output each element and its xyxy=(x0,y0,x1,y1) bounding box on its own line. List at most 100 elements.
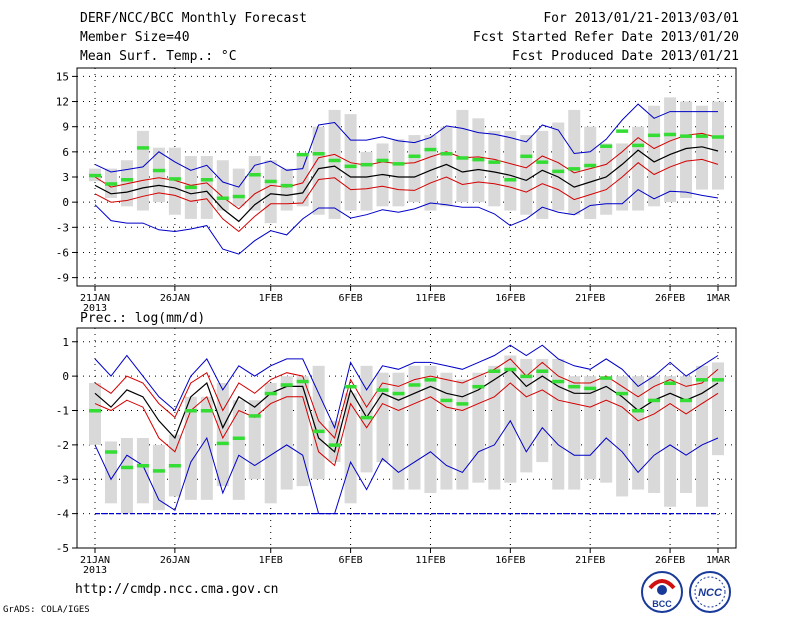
spread-box xyxy=(664,97,677,203)
median-marker xyxy=(248,172,261,177)
spread-box xyxy=(520,358,533,473)
y-tick-label: 15 xyxy=(56,70,69,83)
median-marker xyxy=(392,162,405,166)
x-tick-year-label: 2013 xyxy=(83,565,107,576)
spread-box xyxy=(392,372,405,490)
median-marker xyxy=(424,378,437,382)
spread-box xyxy=(456,109,469,203)
spread-box xyxy=(648,376,661,493)
spread-box xyxy=(712,101,724,190)
spread-box xyxy=(440,126,453,207)
spread-box xyxy=(296,376,309,487)
median-marker xyxy=(616,129,629,133)
x-tick-label: 6FEB xyxy=(339,293,363,304)
median-marker xyxy=(712,378,724,382)
median-marker xyxy=(296,152,309,157)
median-marker xyxy=(680,398,693,403)
spread-box xyxy=(104,441,117,504)
x-tick-label: 1FEB xyxy=(259,555,283,566)
source-url[interactable]: http://cmdp.ncc.cma.gov.cn xyxy=(75,582,279,597)
median-marker xyxy=(504,367,517,372)
median-marker xyxy=(200,178,213,182)
series-upper-quantile-line xyxy=(94,132,719,210)
y-tick-label: -5 xyxy=(56,542,69,555)
median-marker xyxy=(600,144,613,148)
median-marker xyxy=(328,443,341,447)
spread-box xyxy=(440,372,453,490)
spread-box xyxy=(280,168,293,211)
x-tick-label: 21JAN xyxy=(80,555,110,566)
spread-box xyxy=(120,438,133,514)
median-marker xyxy=(120,178,133,182)
spread-box xyxy=(680,101,693,198)
spread-box xyxy=(136,438,149,504)
x-tick-label: 16FEB xyxy=(495,293,525,304)
spread-box xyxy=(472,372,485,483)
x-tick-label: 21FEB xyxy=(575,555,605,566)
median-marker xyxy=(360,162,373,167)
median-marker xyxy=(168,464,181,468)
median-marker xyxy=(408,154,421,159)
spread-box xyxy=(424,365,437,493)
median-marker xyxy=(536,160,549,164)
x-tick-label: 26JAN xyxy=(160,555,190,566)
median-marker xyxy=(264,391,277,396)
x-tick-label: 11FEB xyxy=(415,555,445,566)
precip-panel-title: Prec.: log(mm/d) xyxy=(80,311,205,326)
spread-box xyxy=(488,130,501,207)
spread-box xyxy=(184,396,197,500)
spread-box xyxy=(360,151,373,211)
median-marker xyxy=(616,391,629,396)
spread-box xyxy=(312,365,325,480)
spread-box xyxy=(296,156,309,207)
median-marker xyxy=(328,158,341,163)
spread-box xyxy=(680,376,693,493)
forecast-period: For 2013/01/21-2013/03/01 xyxy=(543,11,739,26)
series-min-line xyxy=(94,419,719,515)
median-marker xyxy=(472,157,485,162)
median-marker xyxy=(136,464,149,468)
y-tick-label: 0 xyxy=(62,370,69,383)
median-marker xyxy=(104,450,117,454)
median-marker xyxy=(89,173,101,178)
series-mean-line xyxy=(94,368,719,453)
median-marker xyxy=(424,147,437,152)
spread-box xyxy=(392,139,405,207)
median-marker xyxy=(344,164,357,169)
spread-box xyxy=(200,396,213,500)
median-marker xyxy=(232,436,245,440)
spread-box xyxy=(536,130,549,219)
median-marker xyxy=(536,369,549,373)
median-marker xyxy=(296,379,309,384)
bcc-logo: BCC xyxy=(641,571,683,613)
spread-box xyxy=(328,420,341,463)
spread-box xyxy=(568,109,581,215)
median-marker xyxy=(520,154,533,159)
spread-box xyxy=(408,365,421,490)
spread-box xyxy=(152,147,165,203)
median-marker xyxy=(312,429,325,434)
series-max-line xyxy=(94,344,719,430)
series-lower-quantile-line xyxy=(94,158,719,233)
median-marker xyxy=(696,378,709,382)
median-marker xyxy=(568,167,581,171)
spread-box xyxy=(280,376,293,490)
spread-box xyxy=(376,372,389,463)
median-marker xyxy=(584,386,597,391)
spread-box xyxy=(216,160,229,211)
series-mean-line xyxy=(94,146,719,223)
spread-box xyxy=(248,400,261,480)
y-tick-label: -1 xyxy=(56,405,69,418)
spread-box xyxy=(89,383,101,445)
median-marker xyxy=(488,369,501,373)
median-marker xyxy=(520,374,533,379)
variable-label: Mean Surf. Temp.: °C xyxy=(80,49,237,64)
spread-box xyxy=(696,365,709,507)
median-marker xyxy=(200,409,213,413)
median-marker xyxy=(440,152,453,156)
x-tick-label: 1MAR xyxy=(706,555,731,566)
spread-box xyxy=(632,126,645,211)
median-marker xyxy=(552,169,565,174)
